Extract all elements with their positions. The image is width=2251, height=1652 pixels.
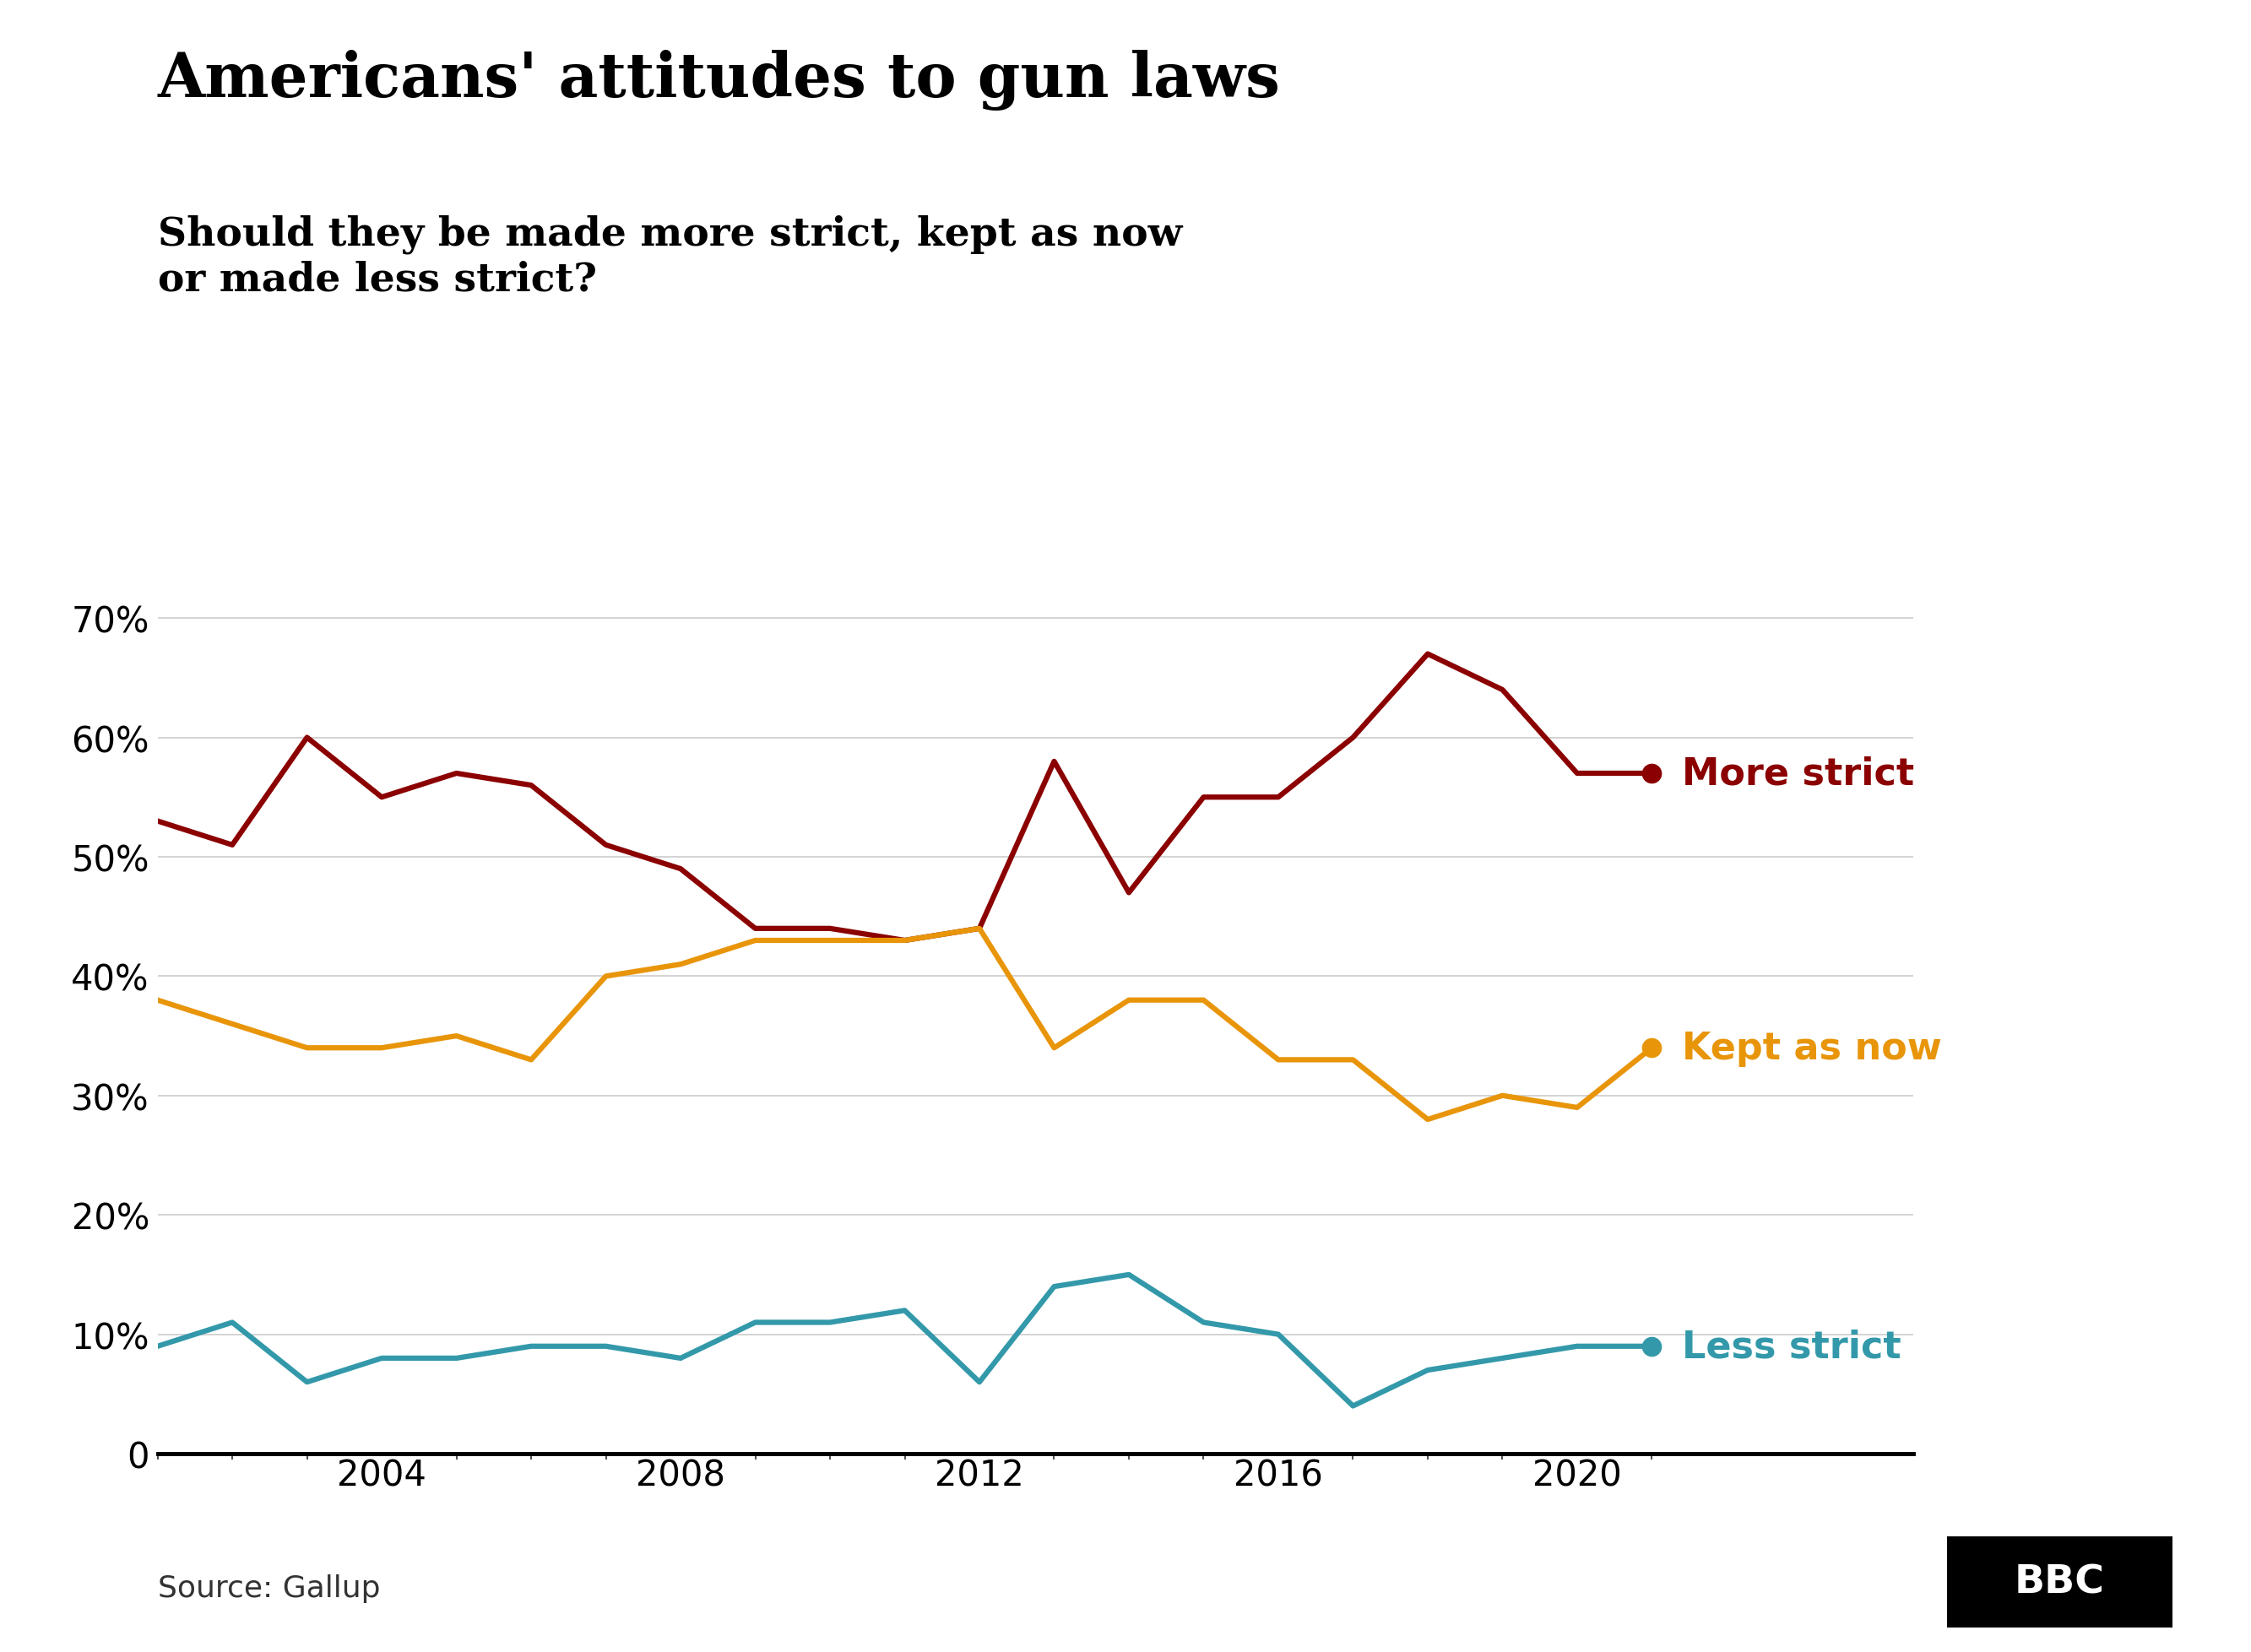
Text: Kept as now: Kept as now — [1681, 1029, 1943, 1066]
Text: More strict: More strict — [1681, 755, 1913, 791]
Text: Americans' attitudes to gun laws: Americans' attitudes to gun laws — [158, 50, 1281, 111]
Text: Should they be made more strict, kept as now
or made less strict?: Should they be made more strict, kept as… — [158, 215, 1182, 299]
Text: Source: Gallup: Source: Gallup — [158, 1574, 380, 1602]
Text: Less strict: Less strict — [1681, 1328, 1900, 1365]
Text: BBC: BBC — [2015, 1563, 2105, 1601]
